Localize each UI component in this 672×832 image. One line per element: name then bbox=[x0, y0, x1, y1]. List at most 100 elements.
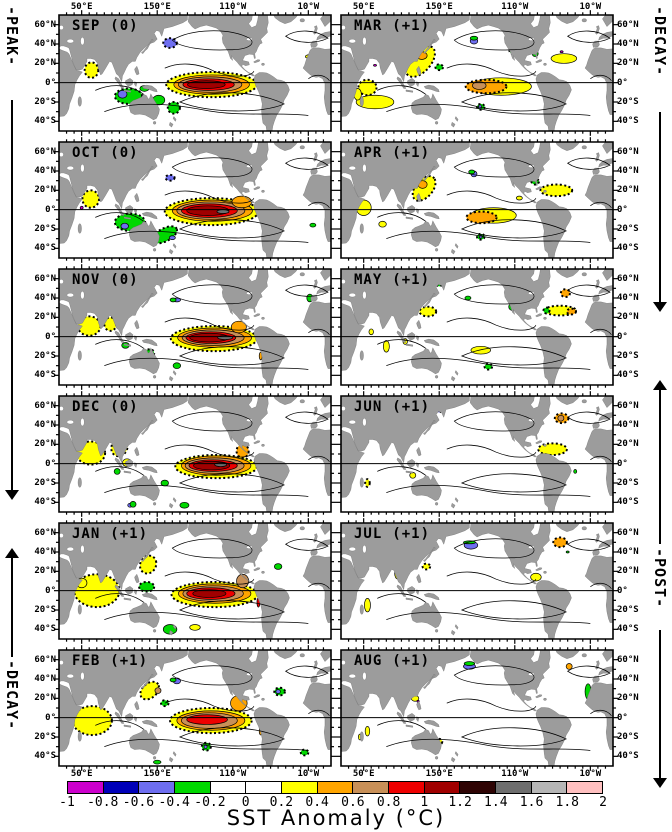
lat-label: 20°N bbox=[34, 693, 56, 704]
lat-label: 40°S bbox=[617, 370, 639, 381]
lat-label: 20°S bbox=[34, 478, 56, 488]
colorbar-cell bbox=[566, 782, 603, 793]
lon-label: 150°E bbox=[143, 2, 171, 12]
right-phase-rail: -DECAY- -POST- bbox=[648, 0, 672, 832]
map-oct-0 bbox=[59, 142, 331, 258]
lat-label: 20°S bbox=[34, 605, 56, 615]
colorbar-tick-label: -0.2 bbox=[194, 795, 226, 810]
anomaly-blob bbox=[420, 307, 437, 317]
lat-label: 20°N bbox=[617, 185, 639, 196]
colorbar-cell bbox=[352, 782, 389, 793]
anomaly-blob bbox=[471, 346, 491, 354]
panel-label-oct-0: OCT (0) bbox=[72, 145, 139, 161]
axis-ticks bbox=[54, 10, 336, 136]
lat-label: 40°S bbox=[34, 370, 56, 381]
colorbar-tick-label: 0.2 bbox=[269, 795, 294, 810]
lat-label: 40°N bbox=[617, 547, 639, 557]
anomaly-blob bbox=[173, 363, 181, 369]
panel-frame bbox=[341, 650, 613, 766]
colorbar-cell bbox=[209, 782, 246, 793]
map-panel-dec-0: DEC (0) bbox=[59, 396, 331, 512]
anomaly-blob bbox=[161, 700, 169, 706]
panel-frame bbox=[59, 650, 331, 766]
map-jul-1 bbox=[341, 523, 613, 639]
lat-label: 40°N bbox=[34, 293, 56, 303]
lat-label: 60°N bbox=[34, 273, 56, 284]
anomaly-blob bbox=[170, 298, 176, 302]
decay-arrow-line bbox=[11, 557, 13, 657]
map-mar-1 bbox=[341, 15, 613, 131]
panel-phase: (0) bbox=[110, 399, 139, 415]
anomaly-blob bbox=[193, 590, 226, 598]
anomaly-blob bbox=[114, 469, 120, 475]
anomaly-blob bbox=[485, 364, 493, 370]
lat-label: 60°N bbox=[617, 654, 639, 665]
lat-label: 40°N bbox=[617, 420, 639, 430]
lat-label: 40°N bbox=[34, 674, 56, 684]
lat-label: 0° bbox=[617, 204, 628, 215]
lat-label: 40°S bbox=[34, 497, 56, 508]
lat-label: 20°S bbox=[34, 351, 56, 361]
anomaly-blob bbox=[274, 564, 282, 570]
colorbar-tick-label: 1.2 bbox=[448, 795, 472, 810]
map-feb-1 bbox=[59, 650, 331, 766]
panel-label-sep-0: SEP (0) bbox=[72, 18, 139, 34]
panel-label-aug-1: AUG (+1) bbox=[354, 653, 430, 669]
colorbar-tick-label: 1 bbox=[420, 795, 429, 810]
panel-phase: (+1) bbox=[392, 399, 431, 415]
panel-phase: (+1) bbox=[110, 653, 149, 669]
decay-label-left: -DECAY- bbox=[3, 660, 21, 731]
anomaly-blob bbox=[168, 102, 180, 114]
post-arrow-line-top bbox=[659, 389, 661, 544]
axis-ticks bbox=[336, 518, 618, 644]
lat-label: 60°N bbox=[34, 654, 56, 665]
map-dec-0 bbox=[59, 396, 331, 512]
lat-label: 60°N bbox=[34, 146, 56, 157]
panel-phase: (0) bbox=[110, 18, 139, 34]
anomaly-blob bbox=[276, 690, 281, 694]
lat-label: 40°S bbox=[617, 624, 639, 635]
colorbar-cell bbox=[530, 782, 567, 793]
lon-label: 150°E bbox=[425, 2, 453, 12]
lat-label: 40°N bbox=[617, 293, 639, 303]
map-panel-may-1: MAY (+1) bbox=[341, 269, 613, 385]
lat-label: 40°S bbox=[617, 243, 639, 254]
anomaly-blobs bbox=[78, 294, 313, 368]
anomaly-blob bbox=[369, 329, 374, 335]
anomaly-blob bbox=[130, 501, 136, 507]
left-phase-rail: -PEAK- -DECAY- bbox=[0, 0, 24, 832]
anomaly-blob bbox=[80, 206, 83, 209]
anomaly-blob bbox=[217, 210, 229, 214]
anomaly-blob bbox=[118, 90, 127, 98]
lat-label: 40°N bbox=[34, 547, 56, 557]
anomaly-blob bbox=[540, 185, 572, 197]
peak-label: -PEAK- bbox=[3, 6, 21, 67]
map-panel-nov-0: NOV (0) bbox=[59, 269, 331, 385]
panel-month: SEP bbox=[72, 18, 101, 34]
anomaly-blob bbox=[553, 538, 567, 548]
anomaly-blob bbox=[464, 662, 475, 666]
lon-label: 10°W bbox=[579, 769, 602, 779]
anomaly-blob bbox=[121, 223, 129, 229]
colorbar-tick-label: 1.6 bbox=[519, 795, 544, 810]
lat-label: 40°N bbox=[34, 420, 56, 430]
lon-label: 10°W bbox=[297, 2, 320, 12]
anomaly-blob bbox=[465, 296, 471, 300]
panel-phase: (0) bbox=[110, 145, 139, 161]
colorbar-tick-label: -0.6 bbox=[122, 795, 155, 810]
lat-label: 20°S bbox=[617, 605, 639, 615]
lat-label: 20°S bbox=[617, 351, 639, 361]
anomaly-blob bbox=[472, 82, 486, 90]
colorbar-cell bbox=[138, 782, 175, 793]
anomaly-blob bbox=[155, 688, 161, 694]
lat-label: 20°N bbox=[617, 312, 639, 323]
colorbar-cell bbox=[316, 782, 353, 793]
map-panel-jun-1: JUN (+1) bbox=[341, 396, 613, 512]
colorbar-tick-label: 1.4 bbox=[484, 795, 508, 810]
anomaly-blob bbox=[237, 444, 249, 458]
anomaly-blob bbox=[566, 664, 572, 670]
lat-label: 0° bbox=[45, 331, 56, 342]
lat-label: 40°S bbox=[34, 243, 56, 254]
panel-month: JUN bbox=[354, 399, 383, 415]
